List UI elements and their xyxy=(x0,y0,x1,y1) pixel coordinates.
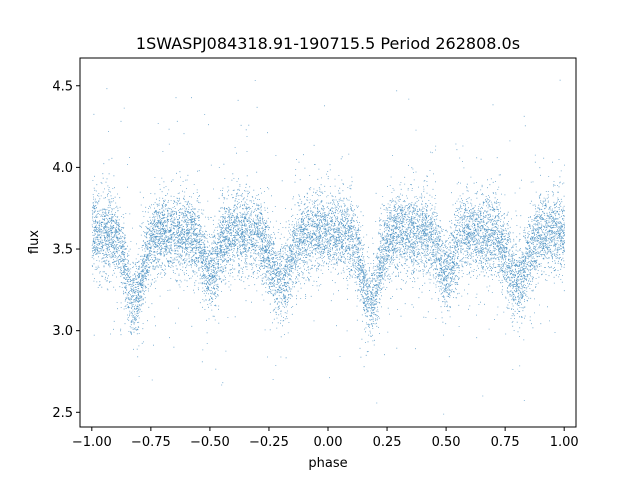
chart-title: 1SWASPJ084318.91-190715.5 Period 262808.… xyxy=(136,34,520,53)
x-tick-label: −0.50 xyxy=(190,435,230,450)
y-tick-label: 4.5 xyxy=(52,79,73,94)
x-tick-label: −0.75 xyxy=(131,435,171,450)
x-tick-label: −1.00 xyxy=(72,435,112,450)
y-axis-label: flux xyxy=(27,230,42,254)
y-tick-label: 3.0 xyxy=(52,324,73,339)
x-axis-ticks: −1.00 −0.75 −0.50 −0.25 0.00 0.25 0.50 0.75 1.00 xyxy=(72,427,579,450)
x-tick-label: 0.00 xyxy=(314,435,343,450)
y-axis-ticks: 2.5 3.0 3.5 4.0 4.5 xyxy=(52,79,80,421)
scatter-points xyxy=(91,79,566,415)
x-tick-label: 0.75 xyxy=(491,435,520,450)
x-axis-label: phase xyxy=(308,456,347,471)
x-tick-label: 0.25 xyxy=(373,435,402,450)
y-tick-label: 4.0 xyxy=(52,161,73,176)
y-tick-label: 3.5 xyxy=(52,243,73,258)
data-point-cloud xyxy=(91,79,566,415)
plot-frame xyxy=(79,57,577,428)
x-tick-label: 1.00 xyxy=(550,435,579,450)
y-tick-label: 2.5 xyxy=(52,406,73,421)
x-tick-label: −0.25 xyxy=(249,435,289,450)
x-tick-label: 0.50 xyxy=(432,435,461,450)
